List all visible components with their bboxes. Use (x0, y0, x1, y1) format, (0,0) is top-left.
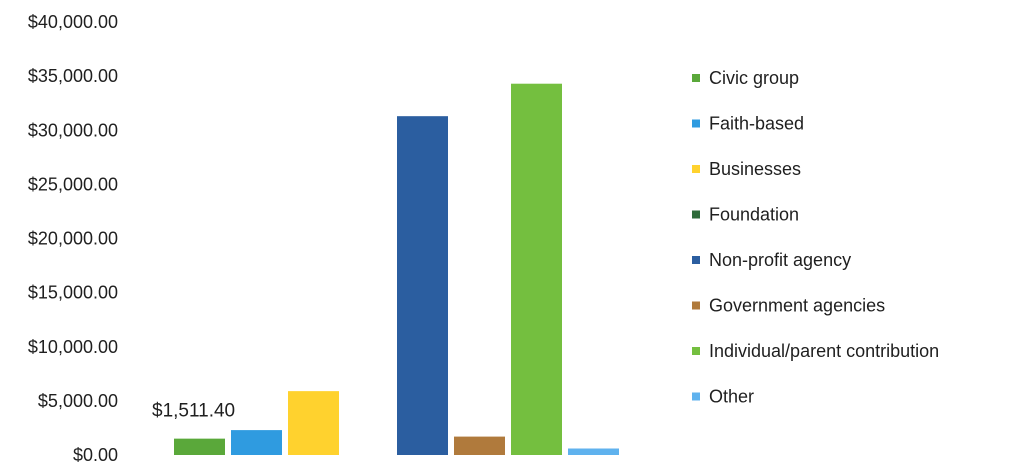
legend-item: Businesses (692, 159, 801, 179)
y-tick-label: $30,000.00 (28, 120, 118, 140)
legend-swatch (692, 165, 700, 173)
legend-swatch (692, 256, 700, 264)
legend-label: Civic group (709, 68, 799, 88)
y-tick-label: $0.00 (73, 445, 118, 465)
legend-swatch (692, 119, 700, 128)
bar-businesses (288, 391, 339, 455)
legend-label: Foundation (709, 205, 799, 225)
y-tick-label: $35,000.00 (28, 66, 118, 86)
bar-other (568, 448, 619, 455)
legend-item: Foundation (692, 205, 799, 225)
bar-non-profit-agency (397, 116, 448, 456)
bar-government-agencies (454, 436, 505, 455)
legend-item: Other (692, 387, 754, 407)
legend-label: Non-profit agency (709, 250, 851, 270)
legend-swatch (692, 74, 700, 82)
legend-label: Government agencies (709, 296, 885, 316)
legend-item: Government agencies (692, 296, 885, 316)
legend-label: Businesses (709, 159, 801, 179)
y-tick-label: $25,000.00 (28, 174, 118, 194)
legend-item: Civic group (692, 68, 799, 88)
bar-civic-group (174, 438, 225, 455)
data-label: $1,511.40 (152, 401, 235, 422)
legend-item: Non-profit agency (692, 250, 851, 270)
legend-item: Individual/parent contribution (692, 341, 939, 361)
bars (174, 83, 619, 456)
legend-swatch (692, 210, 700, 219)
y-tick-label: $10,000.00 (28, 337, 118, 357)
legend-label: Individual/parent contribution (709, 341, 939, 361)
legend-label: Other (709, 387, 754, 407)
y-tick-label: $15,000.00 (28, 283, 118, 303)
y-tick-label: $40,000.00 (28, 12, 118, 32)
data-labels: $1,511.40 (152, 401, 235, 422)
bar-individual-parent-contribution (511, 83, 562, 455)
legend-item: Faith-based (692, 114, 804, 134)
legend-swatch (692, 392, 700, 401)
legend: Civic group Faith-based Businesses Foundati… (692, 68, 939, 407)
legend-swatch (692, 301, 700, 310)
y-tick-label: $5,000.00 (38, 391, 118, 411)
bar-faith-based (231, 430, 282, 455)
y-tick-label: $20,000.00 (28, 229, 118, 249)
y-axis: $0.00 $5,000.00 $10,000.00 $15,000.00 $20,00… (28, 12, 118, 465)
legend-label: Faith-based (709, 114, 804, 134)
legend-swatch (692, 347, 700, 355)
